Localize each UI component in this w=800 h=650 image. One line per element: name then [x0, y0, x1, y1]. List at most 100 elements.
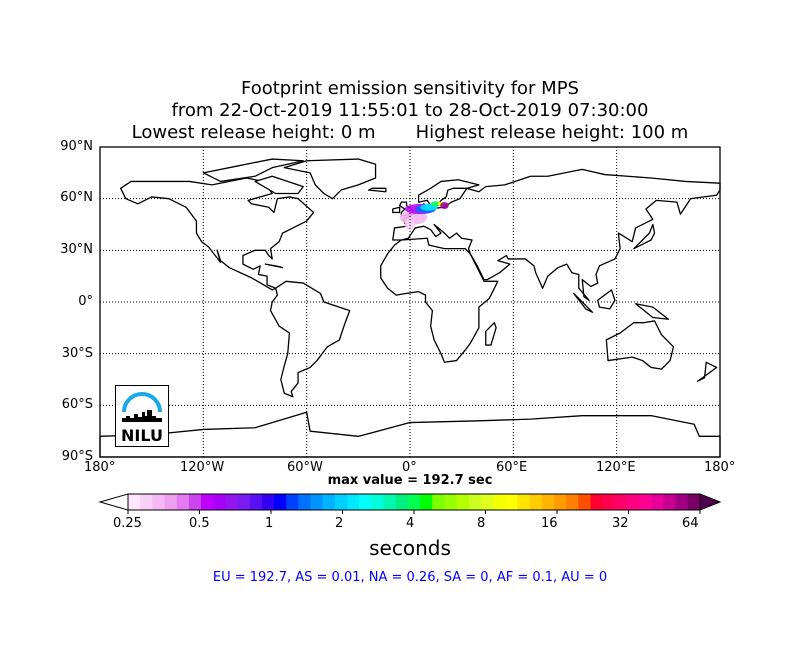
lat-tick: 0° [78, 294, 93, 309]
lat-tick: 90°S [61, 449, 93, 464]
colorbar-segment [371, 494, 385, 510]
footprint-cell [440, 202, 449, 209]
title-line-3: Lowest release height: 0 m Highest relea… [131, 122, 689, 143]
colorbar-segment [128, 494, 141, 510]
colorbar-segment [614, 494, 628, 510]
colorbar-segment [553, 494, 567, 510]
colorbar-tick: 0.5 [189, 516, 210, 531]
colorbar-tick: 1 [265, 516, 274, 531]
coastline-new-zealand [696, 361, 718, 382]
svg-text:NILU: NILU [121, 426, 163, 445]
colorbar-tick: 4 [406, 516, 415, 531]
title-line-2: from 22-Oct-2019 11:55:01 to 28-Oct-2019… [171, 100, 649, 121]
colorbar-segment [663, 494, 677, 510]
colorbar-segment [675, 494, 689, 510]
colorbar-segment [505, 494, 518, 510]
coastline-new-guinea [634, 303, 669, 320]
colorbar-segment [176, 494, 190, 510]
colorbar-segment [347, 494, 360, 510]
colorbar-segment [517, 494, 531, 510]
colorbar-segment [286, 494, 299, 510]
colorbar [98, 493, 722, 514]
region-summary: EU = 192.7, AS = 0.01, NA = 0.26, SA = 0… [212, 570, 608, 585]
colorbar-segment [395, 494, 409, 510]
coastline-ireland [392, 206, 401, 214]
lon-tick: 60°W [287, 460, 323, 475]
colorbar-segment [626, 494, 640, 510]
colorbar-segment [566, 494, 579, 510]
coastline-baffin-island [254, 175, 304, 195]
colorbar-segment [639, 494, 652, 510]
coastline-north-america [120, 177, 315, 291]
coastline-sumatra [572, 292, 594, 313]
colorbar-segment [237, 494, 251, 510]
colorbar-segment [493, 494, 506, 510]
coastline-japan [633, 223, 656, 250]
colorbar-segment [383, 494, 397, 510]
coastline-cuba [264, 263, 284, 269]
colorbar-segment [541, 494, 555, 510]
title-line-1: Footprint emission sensitivity for MPS [241, 78, 579, 99]
max-value-label: max value = 192.7 sec [327, 473, 493, 488]
colorbar-segment [444, 494, 458, 510]
coastline-australia [605, 320, 675, 370]
colorbar-segment [359, 494, 372, 510]
colorbar-segment [164, 494, 178, 510]
nilu-logo: NILU [115, 385, 169, 447]
colorbar-segment [322, 494, 336, 510]
colorbar-segment [274, 494, 287, 510]
lat-tick: 60°S [61, 397, 93, 412]
coastline-iceland [368, 187, 387, 193]
lat-tick: 30°N [60, 242, 93, 257]
colorbar-tick: 16 [541, 516, 558, 531]
coastline-arctic-islands [202, 158, 304, 183]
footprint-cell [404, 219, 416, 230]
colorbar-segment [140, 494, 153, 510]
lat-tick: 90°N [60, 139, 93, 154]
colorbar-extend-max [699, 493, 722, 511]
colorbar-extend-min [98, 493, 129, 511]
colorbar-segment [188, 494, 202, 510]
lon-tick: 120°E [596, 460, 636, 475]
coastline-africa [380, 237, 499, 363]
colorbar-tick: 8 [477, 516, 486, 531]
colorbar-segment [420, 494, 433, 510]
coastline-borneo [597, 289, 616, 310]
colorbar-segment [225, 494, 239, 510]
lon-tick: 180° [704, 460, 736, 475]
colorbar-segment [249, 494, 263, 510]
colorbar-segment [432, 494, 445, 510]
colorbar-segment [602, 494, 616, 510]
colorbar-segment [529, 494, 543, 510]
colorbar-segment [687, 494, 701, 510]
colorbar-units: seconds [369, 536, 451, 560]
colorbar-segment [298, 494, 312, 510]
colorbar-tick: 64 [682, 516, 699, 531]
colorbar-segment [468, 494, 482, 510]
colorbar-tick: 32 [612, 516, 629, 531]
colorbar-segment [310, 494, 324, 510]
lon-tick: 180° [84, 460, 116, 475]
colorbar-segment [651, 494, 664, 510]
colorbar-segment [407, 494, 421, 510]
colorbar-tick: 2 [335, 516, 344, 531]
colorbar-segment [201, 494, 214, 510]
colorbar-segment [578, 494, 591, 510]
map-frame [99, 146, 721, 458]
colorbar-tick: 0.25 [113, 516, 142, 531]
colorbar-segment [334, 494, 348, 510]
coastline-madagascar [485, 322, 497, 346]
coastline-eurasia [392, 168, 721, 301]
colorbar-segment [261, 494, 275, 510]
lon-tick: 120°W [180, 460, 225, 475]
colorbar-segment [480, 494, 494, 510]
lon-tick: 0° [402, 460, 417, 475]
colorbar-segment [590, 494, 604, 510]
coastline-south-america [269, 280, 351, 398]
colorbar-segment [456, 494, 470, 510]
lat-tick: 30°S [61, 346, 93, 361]
lon-tick: 60°E [496, 460, 528, 475]
lat-tick: 60°N [60, 190, 93, 205]
